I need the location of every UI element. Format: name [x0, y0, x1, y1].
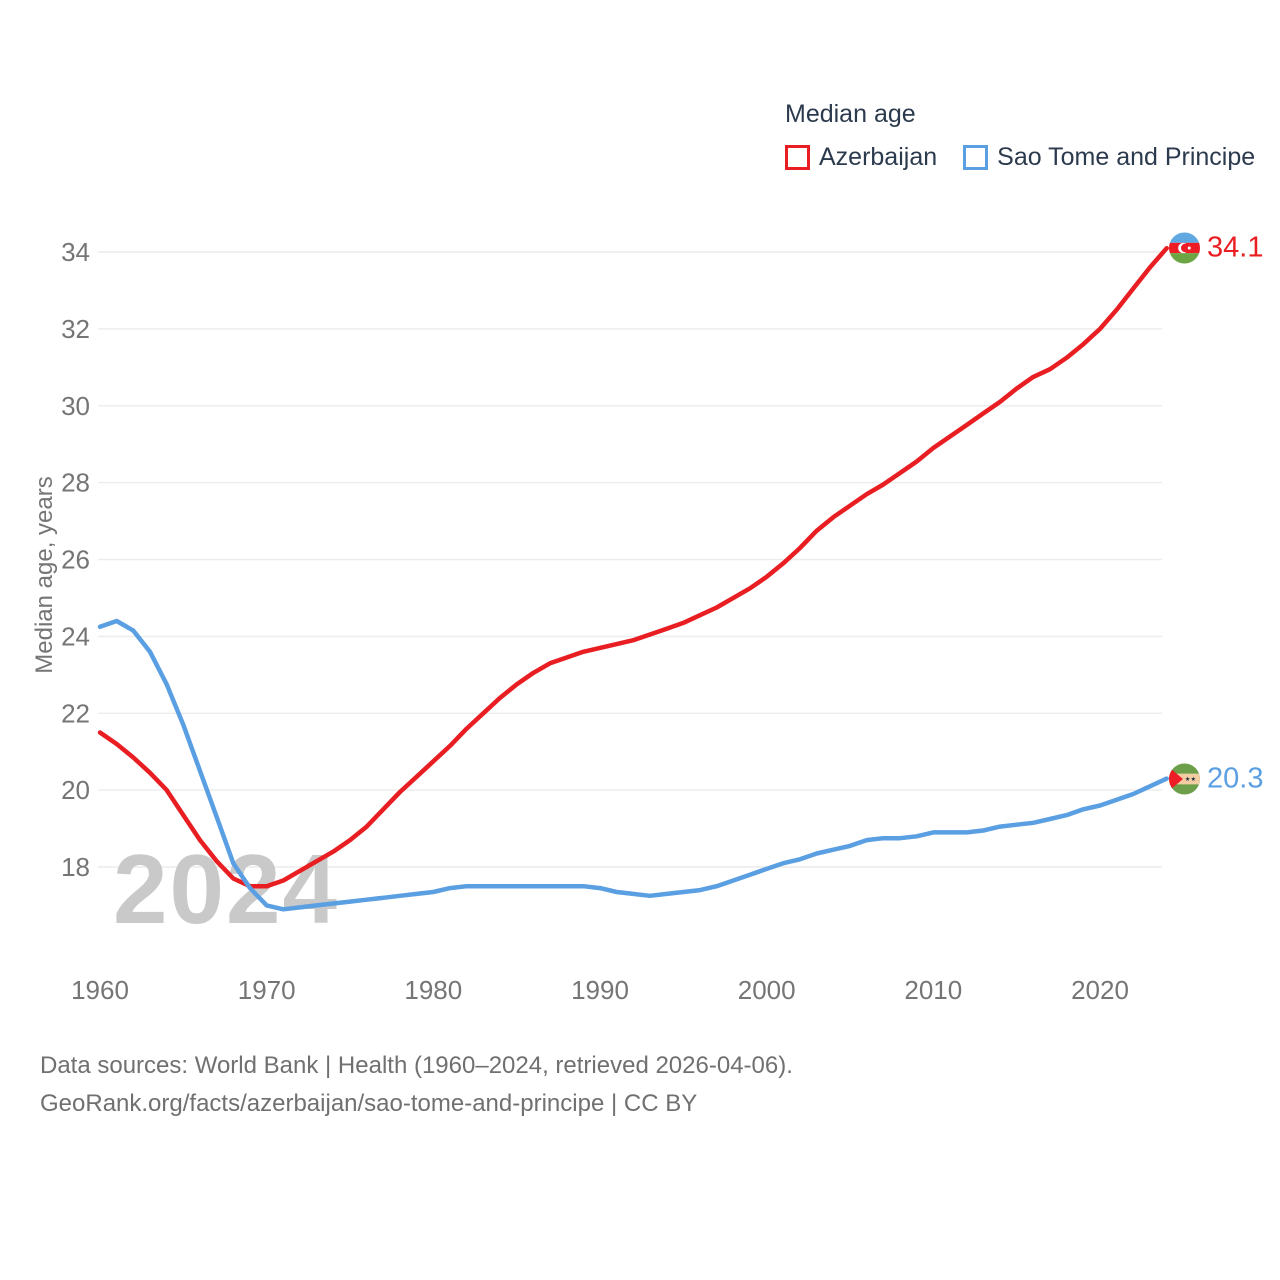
gridlines-layer [98, 251, 1162, 868]
sao-tome-flag-icon [1169, 763, 1200, 795]
endpoint-sao-tome: 20.3 [1169, 762, 1264, 795]
axis-labels-layer: 18 20 22 24 26 28 30 32 34 1960 1970 1980 1990 2000 20… [61, 237, 1129, 1005]
azerbaijan-flag-icon [1169, 232, 1200, 264]
endpoint-azerbaijan: 34.1 [1169, 231, 1264, 264]
legend-label-sao-tome: Sao Tome and Principe [997, 143, 1256, 171]
source-note: Data sources: World Bank | Health (1960–… [40, 1047, 793, 1123]
x-tick-label: 2010 [904, 975, 962, 1005]
legend-item-azerbaijan[interactable]: Azerbaijan [785, 143, 937, 172]
x-tick-label: 2000 [738, 975, 796, 1005]
legend-row: Azerbaijan Sao Tome and Principe [785, 143, 1255, 172]
y-tick-label: 24 [61, 621, 90, 651]
legend-label-azerbaijan: Azerbaijan [819, 143, 938, 171]
end-value-azerbaijan: 34.1 [1207, 231, 1264, 264]
y-tick-label: 28 [61, 468, 90, 498]
legend-item-sao-tome[interactable]: Sao Tome and Principe [963, 143, 1255, 172]
legend-swatch-sao-tome-icon [963, 145, 989, 170]
y-tick-label: 34 [61, 237, 90, 267]
x-tick-label: 1970 [238, 975, 296, 1005]
x-tick-label: 2020 [1071, 975, 1129, 1005]
legend-swatch-azerbaijan-icon [785, 145, 810, 170]
source-line-1: Data sources: World Bank | Health (1960–… [40, 1052, 793, 1079]
x-tick-label: 1990 [571, 975, 629, 1005]
y-tick-label: 30 [61, 391, 90, 421]
legend: Median age Azerbaijan Sao Tome and Princ… [785, 100, 1255, 172]
source-line-2: GeoRank.org/facts/azerbaijan/sao-tome-an… [40, 1090, 698, 1117]
x-tick-label: 1960 [71, 975, 129, 1005]
end-value-sao-tome: 20.3 [1207, 762, 1264, 795]
y-tick-label: 20 [61, 775, 90, 805]
y-tick-label: 32 [61, 314, 90, 344]
y-tick-label: 18 [61, 852, 90, 882]
x-tick-label: 1980 [404, 975, 462, 1005]
series-layer [97, 245, 1169, 912]
legend-title: Median age [785, 100, 916, 128]
y-tick-label: 22 [61, 698, 90, 728]
series-line-sao-tome-and-principe [97, 618, 1169, 912]
series-line-azerbaijan [97, 245, 1169, 889]
y-tick-label: 26 [61, 545, 90, 575]
watermark: 2024 [113, 834, 339, 944]
y-axis-title: Median age, years [31, 476, 58, 674]
